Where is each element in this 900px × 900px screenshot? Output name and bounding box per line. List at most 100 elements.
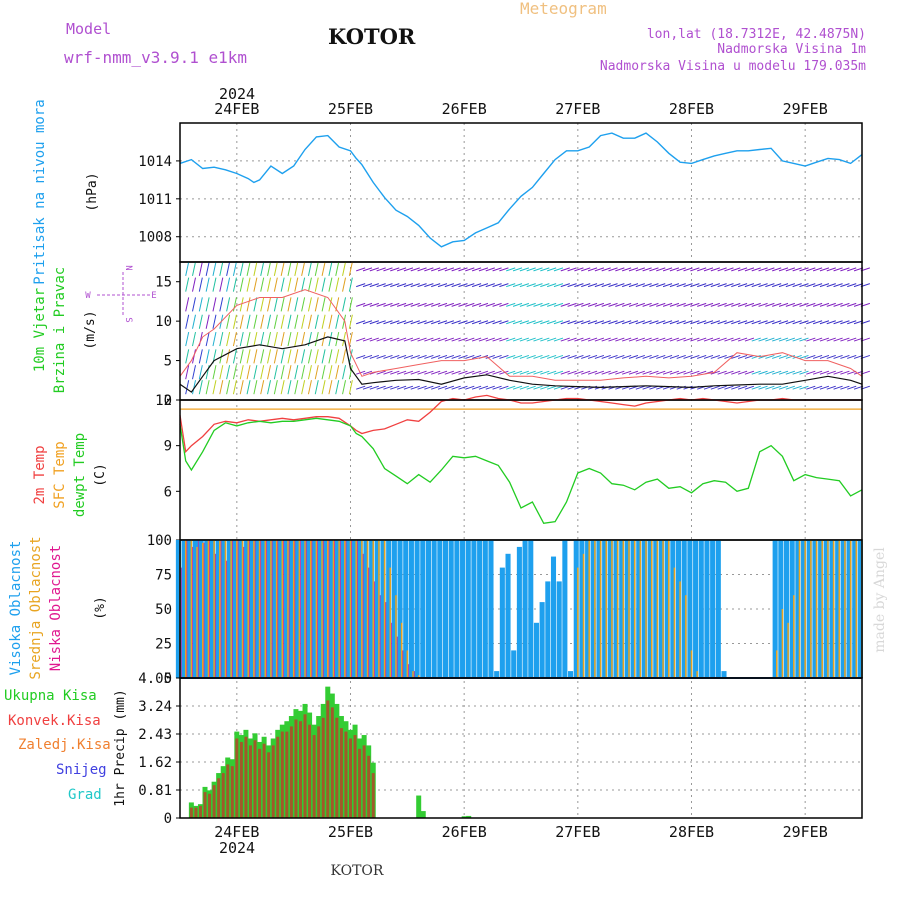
wind-barb — [840, 320, 850, 325]
wind-barb — [819, 337, 830, 342]
wind-barb — [328, 261, 333, 276]
cloud-bar-mid — [355, 540, 357, 678]
cloud-unit: (%) — [93, 596, 108, 619]
cloud-bar-high — [823, 540, 829, 678]
cloud-bar-mid — [827, 540, 829, 678]
wind-barb — [615, 283, 625, 288]
wind-barb — [444, 267, 455, 272]
wind-barb — [826, 337, 836, 342]
cloud-bar-high — [442, 540, 449, 678]
cloud-bar-high — [357, 540, 363, 678]
wind-barb — [192, 277, 196, 292]
y-tick-label: 15 — [155, 275, 172, 291]
wind-barb — [731, 385, 741, 390]
wind-barb — [765, 385, 775, 390]
wind-barb — [587, 337, 598, 342]
wind-barb — [683, 283, 693, 288]
wind-barb — [574, 337, 584, 342]
wind-barb — [198, 314, 203, 329]
wind-barb — [342, 331, 347, 347]
cloud-bar-high — [829, 540, 835, 678]
wind-barb — [526, 370, 536, 375]
bottom-year-label: 2024 — [219, 839, 255, 857]
cloud-bar-high — [812, 540, 818, 678]
wind-barb — [348, 297, 353, 312]
wind-barb — [683, 370, 693, 375]
wind-barb — [280, 277, 285, 292]
wind-barb — [232, 349, 237, 364]
wind-barb — [792, 302, 802, 307]
wind-barb — [758, 267, 768, 272]
cloud-bar-mid — [349, 540, 352, 678]
wind-barb — [253, 261, 258, 276]
wind-barb — [369, 385, 379, 390]
wind-barb — [615, 320, 625, 325]
wind-barb — [574, 354, 584, 359]
cloud-bar-high — [386, 540, 392, 678]
wind-barb — [703, 267, 714, 272]
wind-barb — [635, 302, 645, 307]
wind-barb — [601, 302, 611, 307]
wind-barb — [826, 385, 836, 390]
wind-barb — [574, 320, 584, 325]
wind-barb — [512, 283, 523, 288]
wind-barb — [246, 297, 251, 312]
wind-barb — [294, 297, 299, 312]
wind-barb — [840, 302, 850, 307]
wind-barb — [833, 337, 843, 342]
wind-barb — [690, 320, 700, 325]
wind-barb — [226, 297, 231, 312]
wind-barb — [376, 267, 386, 272]
precip-bar-conv — [317, 726, 321, 818]
wind-barb — [410, 354, 420, 359]
cloud-bar-high — [579, 540, 585, 678]
wind-barb — [703, 354, 714, 359]
cloud-bar-high — [272, 540, 278, 678]
wind-barb — [676, 267, 686, 272]
wind-barb — [451, 337, 461, 342]
wind-barb — [540, 337, 550, 342]
wind-barb — [635, 385, 645, 390]
wind-barb — [492, 320, 502, 325]
wind-barb — [676, 370, 686, 375]
cloud-bar-high — [562, 540, 568, 678]
wind-barb — [683, 320, 693, 325]
cloud-bar-high — [619, 540, 625, 678]
wind-barb — [424, 320, 434, 325]
wind-barb — [622, 267, 632, 272]
cloud-bar-high — [664, 540, 670, 678]
wind-barb — [328, 365, 333, 380]
wind-barb — [635, 267, 645, 272]
wind-barb — [437, 385, 448, 390]
wind-barb — [335, 261, 340, 276]
wind-barb — [458, 370, 468, 375]
y-tick-label: 5 — [164, 354, 172, 370]
precip-bar-conv — [230, 766, 234, 818]
wind-barb — [703, 320, 714, 325]
cloud-bar-high — [653, 540, 659, 678]
y-tick-label: 1.62 — [138, 755, 172, 771]
cloud-bar-high — [420, 540, 426, 678]
wind-barb — [192, 349, 196, 364]
wind-barb — [758, 337, 768, 342]
compass-n: N — [123, 265, 133, 270]
wind-barb — [185, 380, 190, 395]
wind-barb — [799, 370, 809, 375]
wind-barb — [540, 370, 550, 375]
wind-barb — [390, 354, 400, 359]
temp-label-1: 2m Temp — [32, 445, 48, 504]
cloud-bar-high — [499, 567, 505, 678]
cloud-bar-high — [585, 540, 591, 678]
wind-barb — [731, 320, 741, 325]
wind-barb — [724, 337, 734, 342]
wind-barb — [751, 337, 761, 342]
wind-barb — [451, 283, 461, 288]
wind-barb — [506, 337, 516, 342]
y-tick-label: 2.43 — [138, 727, 172, 743]
pressure-line — [179, 132, 863, 248]
wind-barb — [424, 283, 434, 288]
wind-barb — [219, 261, 224, 276]
wind-barb — [744, 267, 755, 272]
wind-barb — [260, 331, 265, 347]
wind-barb — [737, 320, 748, 325]
